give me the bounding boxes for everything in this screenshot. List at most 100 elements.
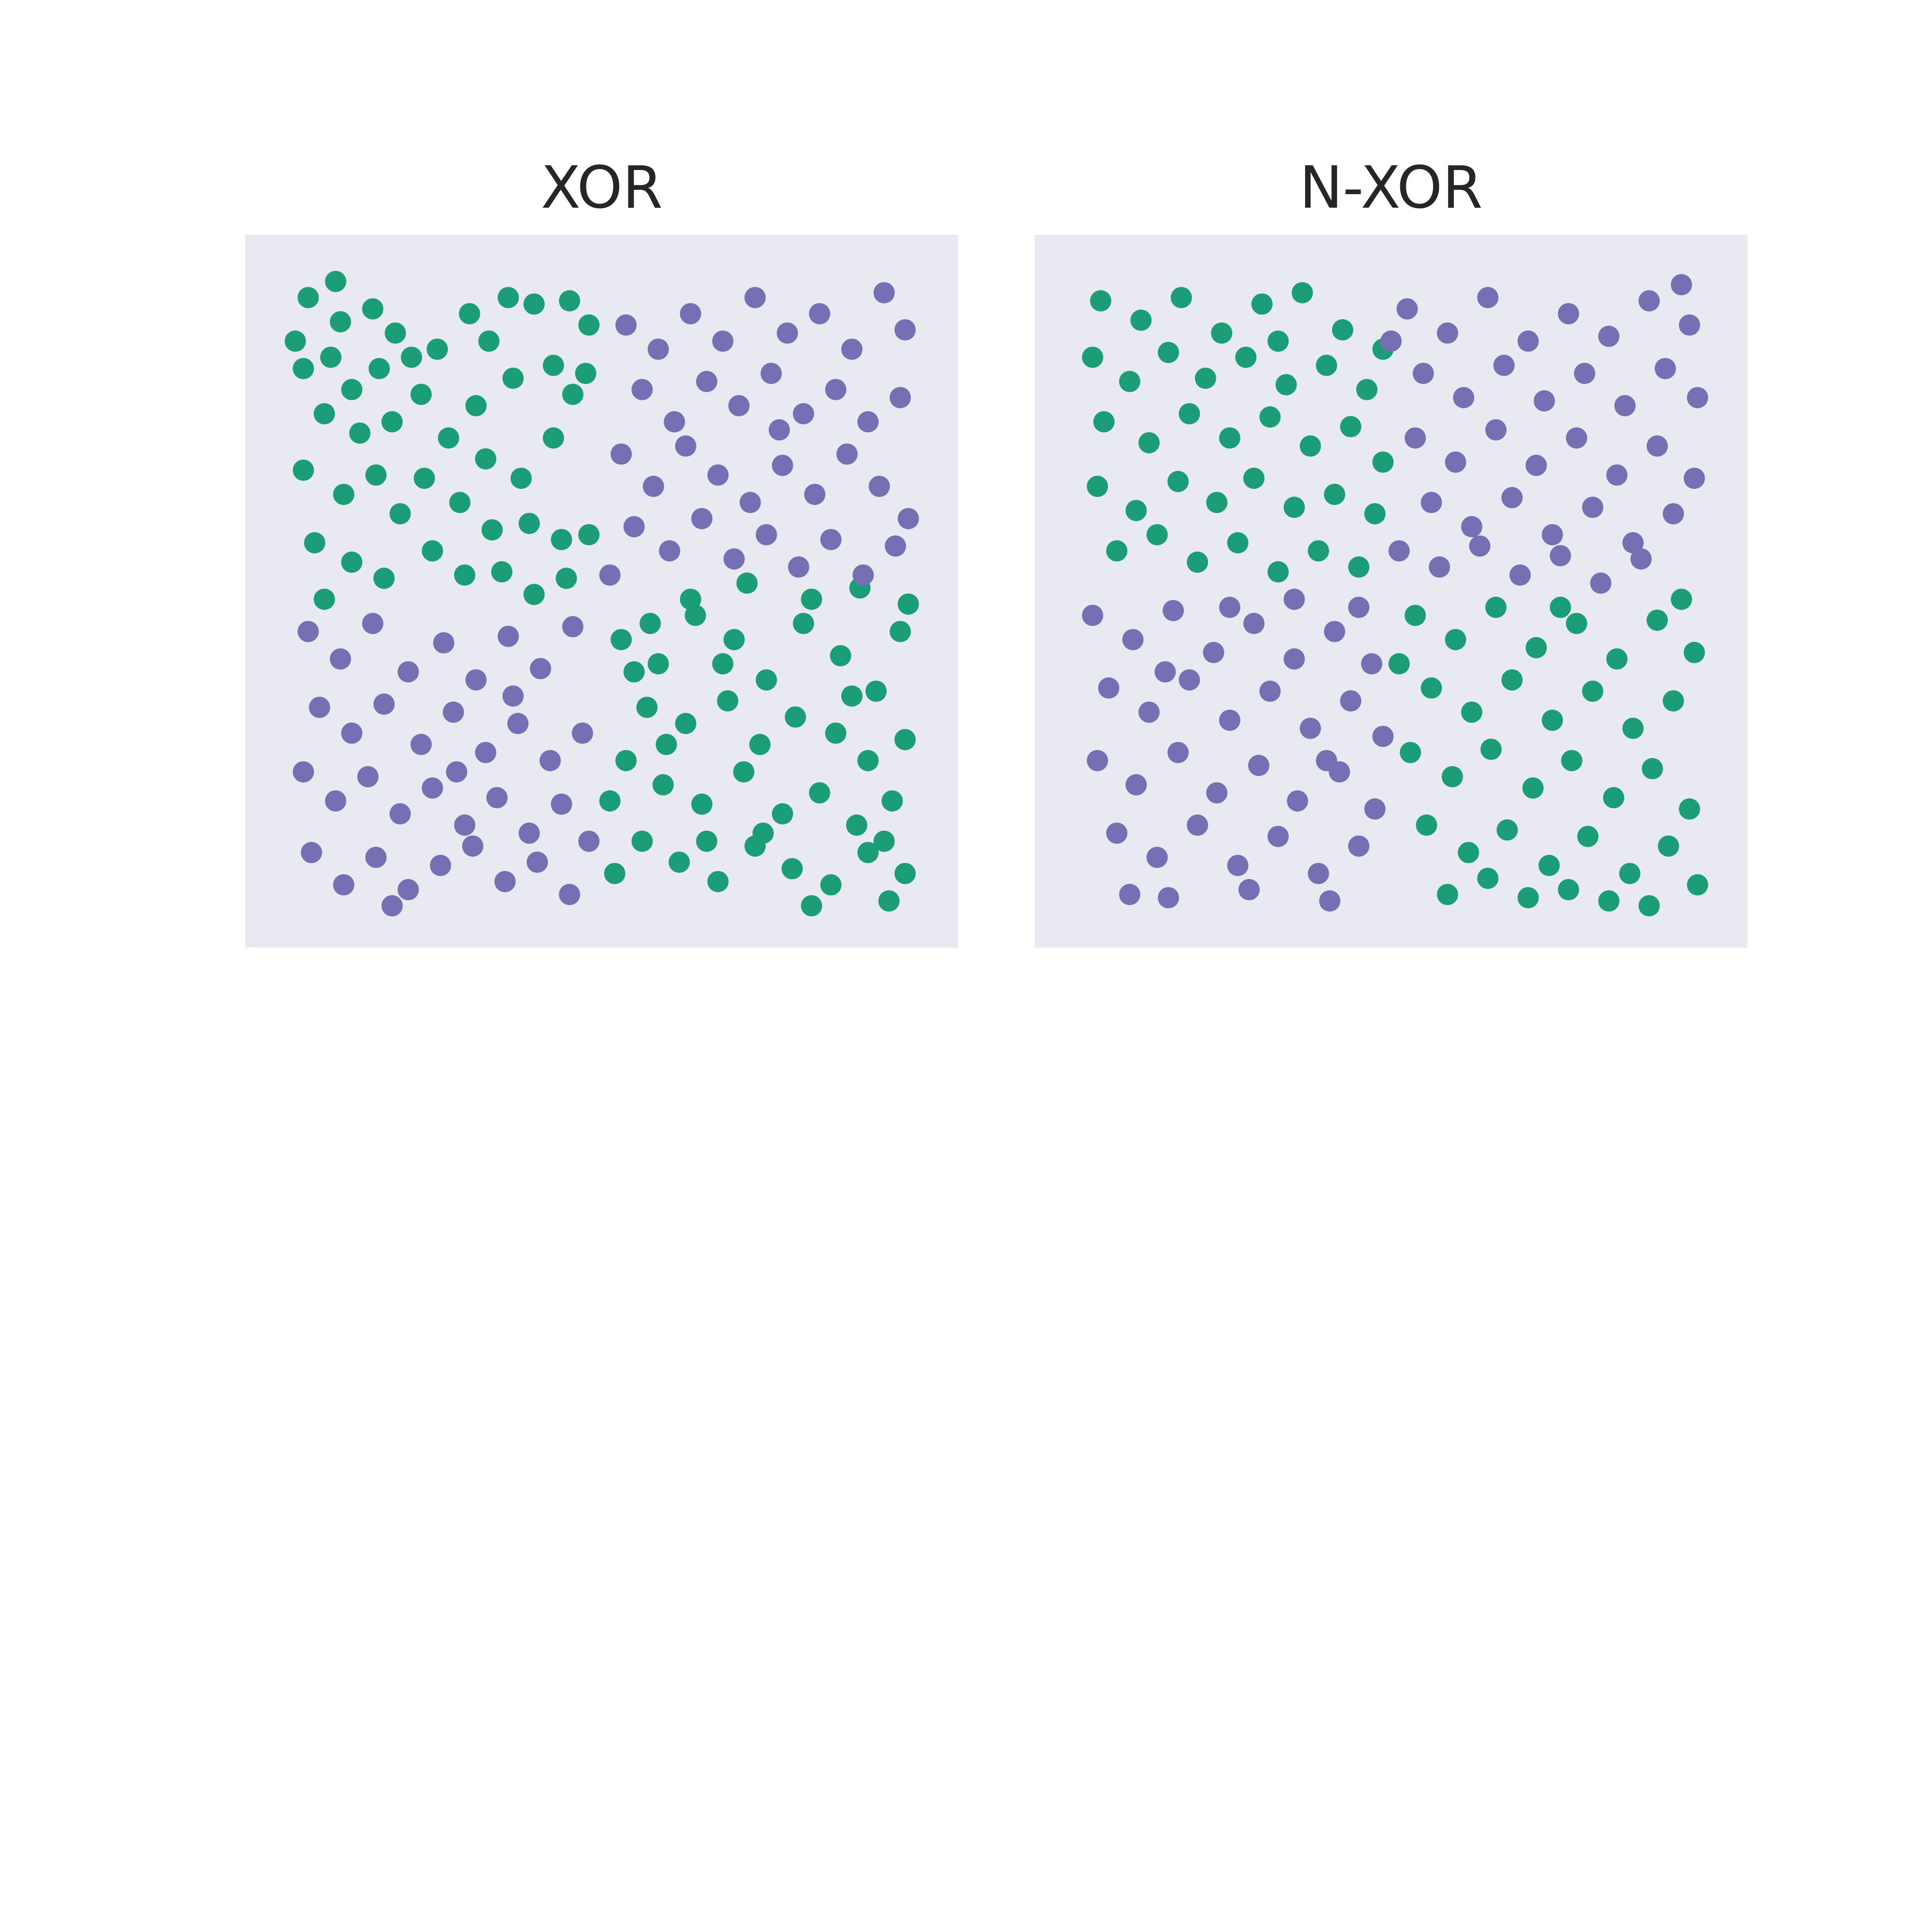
scatter-point-green [809, 782, 830, 804]
scatter-point-purple [293, 761, 314, 783]
scatter-panel-nxor [1035, 235, 1747, 948]
scatter-point-purple [1429, 556, 1450, 578]
scatter-point-purple [551, 793, 572, 815]
scatter-point-green [1206, 492, 1228, 513]
scatter-point-purple [623, 516, 645, 538]
scatter-point-purple [430, 854, 451, 876]
scatter-point-green [523, 583, 545, 605]
scatter-point-green [784, 706, 806, 728]
scatter-point-green [712, 653, 734, 675]
scatter-point-green [438, 427, 459, 449]
scatter-point-purple [1509, 564, 1531, 586]
scatter-point-green [1400, 742, 1421, 763]
scatter-point-green [691, 793, 713, 815]
scatter-point-green [1356, 379, 1378, 400]
scatter-point-green [736, 572, 758, 594]
scatter-point-purple [788, 556, 810, 578]
scatter-point-purple [723, 548, 745, 570]
scatter-point-green [1619, 863, 1641, 884]
scatter-point-purple [1163, 600, 1184, 622]
scatter-point-purple [540, 750, 561, 771]
scatter-point-green [400, 346, 422, 368]
scatter-point-purple [1307, 863, 1329, 884]
scatter-point-purple [562, 616, 583, 638]
scatter-point-purple [1106, 823, 1128, 844]
scatter-point-green [696, 830, 718, 852]
scatter-point-green [1683, 641, 1705, 663]
scatter-point-green [478, 330, 500, 352]
scatter-point-green [652, 774, 674, 796]
scatter-point-green [298, 287, 319, 309]
scatter-point-green [1267, 561, 1289, 582]
scatter-point-green [1300, 435, 1321, 457]
scatter-point-green [320, 346, 341, 368]
scatter-point-purple [1267, 825, 1289, 847]
scatter-point-purple [1542, 524, 1563, 546]
scatter-point-green [1179, 403, 1200, 425]
scatter-point-purple [1348, 597, 1370, 618]
scatter-point-green [1558, 879, 1579, 900]
scatter-point-green [1458, 842, 1479, 864]
scatter-point-purple [1243, 612, 1265, 634]
scatter-point-green [578, 524, 600, 546]
scatter-point-green [717, 690, 739, 712]
scatter-point-green [578, 314, 600, 336]
scatter-point-green [422, 540, 443, 562]
scatter-point-green [1642, 758, 1663, 780]
scatter-point-green [753, 823, 774, 844]
scatter-point-green [1577, 825, 1599, 847]
scatter-point-purple [1678, 314, 1700, 336]
scatter-point-purple [1219, 597, 1240, 618]
scatter-point-green [1388, 653, 1410, 675]
scatter-point-green [1517, 887, 1539, 909]
scatter-point-purple [804, 483, 825, 505]
scatter-point-green [623, 661, 645, 682]
scatter-point-green [873, 830, 895, 852]
scatter-point-purple [1396, 298, 1418, 320]
scatter-point-green [830, 645, 852, 667]
scatter-point-purple [300, 842, 322, 864]
scatter-point-green [1561, 750, 1583, 771]
scatter-point-purple [1082, 605, 1104, 626]
scatter-point-green [313, 403, 335, 425]
scatter-point-green [491, 561, 512, 582]
scatter-point-purple [1683, 468, 1705, 489]
scatter-point-purple [760, 363, 782, 384]
scatter-point-purple [647, 339, 669, 360]
scatter-point-purple [852, 564, 874, 586]
scatter-point-green [497, 287, 519, 309]
scatter-point-green [675, 712, 696, 734]
scatter-point-purple [1138, 701, 1160, 723]
scatter-point-green [1138, 432, 1160, 454]
scatter-point-purple [462, 835, 483, 857]
panel-title-nxor: N-XOR [1299, 155, 1483, 222]
scatter-point-green [647, 653, 669, 675]
scatter-point-green [1671, 588, 1692, 610]
scatter-point-purple [1671, 274, 1692, 296]
scatter-point-green [1678, 798, 1700, 820]
scatter-point-purple [675, 435, 696, 457]
scatter-point-purple [1372, 725, 1394, 747]
scatter-point-purple [1638, 290, 1660, 312]
scatter-point-purple [897, 508, 919, 529]
scatter-point-purple [615, 314, 637, 336]
scatter-point-green [1522, 777, 1544, 799]
scatter-point-green [772, 803, 794, 824]
scatter-point-purple [341, 722, 363, 744]
scatter-point-green [1687, 874, 1708, 895]
scatter-point-purple [739, 492, 761, 513]
scatter-point-green [1421, 677, 1442, 699]
scatter-point-purple [1558, 303, 1579, 325]
scatter-point-green [293, 459, 314, 481]
scatter-point-purple [1485, 419, 1507, 440]
scatter-point-green [1436, 883, 1458, 905]
scatter-point-purple [442, 701, 464, 723]
scatter-point-green [611, 629, 632, 651]
scatter-point-green [668, 852, 690, 873]
scatter-point-purple [1283, 588, 1305, 610]
scatter-point-purple [1469, 535, 1491, 557]
scatter-point-green [1496, 819, 1518, 841]
scatter-point-purple [1598, 326, 1619, 347]
scatter-point-green [1158, 341, 1179, 363]
scatter-point-green [1461, 701, 1482, 723]
